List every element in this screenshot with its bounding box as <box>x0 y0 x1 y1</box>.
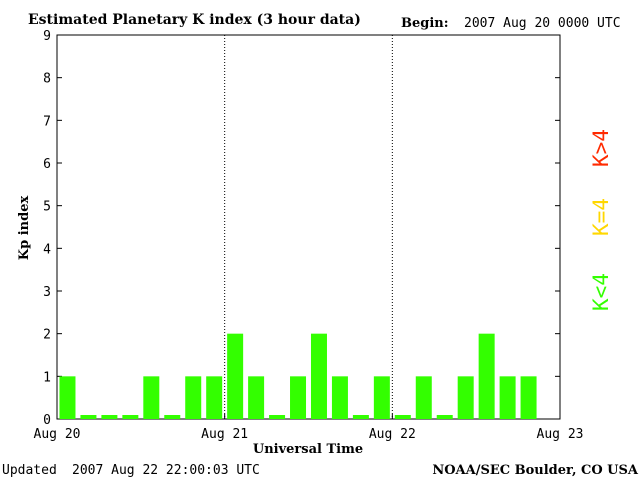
y-tick-label: 8 <box>43 72 51 87</box>
x-tick-label: Aug 20 <box>34 427 81 442</box>
kp-bar <box>457 376 474 419</box>
kp-bar <box>143 376 160 419</box>
kp-bar <box>520 376 537 419</box>
legend-storm: K=4 <box>589 198 613 236</box>
kp-bar <box>59 376 76 419</box>
kp-bar <box>290 376 307 419</box>
plot-area: 0 1 2 3 4 5 6 7 8 9 Aug 20 Aug 21 Aug 22 Aug 23 <box>34 29 584 442</box>
kp-bar <box>373 376 390 419</box>
kp-bar <box>185 376 202 419</box>
y-tick-label: 1 <box>43 370 51 385</box>
x-axis-label: Universal Time <box>253 442 363 457</box>
kp-bar <box>80 415 97 419</box>
y-tick-label: 9 <box>43 29 51 44</box>
kp-bar <box>478 333 495 419</box>
kp-bar <box>269 415 286 419</box>
x-tick-label: Aug 21 <box>201 427 248 442</box>
begin-value: 2007 Aug 20 0000 UTC <box>464 16 621 31</box>
kp-bar <box>164 415 181 419</box>
kp-bar <box>394 415 411 419</box>
y-tick-label: 5 <box>43 200 51 215</box>
kp-bar <box>352 415 369 419</box>
y-tick-label: 0 <box>43 413 51 428</box>
kp-bar <box>499 376 516 419</box>
y-tick-label: 2 <box>43 328 51 343</box>
kp-bar <box>101 415 118 419</box>
legend-severe-storm: K>4 <box>589 129 613 167</box>
y-tick-label: 7 <box>43 114 51 129</box>
kp-bar <box>227 333 244 419</box>
y-tick-label: 6 <box>43 157 51 172</box>
begin-label: Begin: <box>401 16 449 31</box>
chart-title: Estimated Planetary K index (3 hour data… <box>28 12 361 28</box>
x-tick-label: Aug 23 <box>537 427 584 442</box>
source-credit: NOAA/SEC Boulder, CO USA <box>432 463 639 478</box>
kp-bar <box>206 376 223 419</box>
updated-label: Updated <box>2 463 57 478</box>
legend-quiet: K<4 <box>589 273 613 311</box>
kp-bar <box>310 333 327 419</box>
updated-value: 2007 Aug 22 22:00:03 UTC <box>72 463 260 478</box>
y-tick-label: 4 <box>43 242 51 257</box>
kp-bar <box>122 415 139 419</box>
y-tick-label: 3 <box>43 285 51 300</box>
kp-bar <box>331 376 348 419</box>
legend: K>4 K=4 K<4 <box>589 129 613 311</box>
kp-bar <box>248 376 265 419</box>
kp-bar <box>415 376 432 419</box>
plot-frame <box>56 34 561 420</box>
kp-bar <box>436 415 453 419</box>
x-tick-label: Aug 22 <box>369 427 416 442</box>
y-axis-label: Kp index <box>17 196 32 261</box>
